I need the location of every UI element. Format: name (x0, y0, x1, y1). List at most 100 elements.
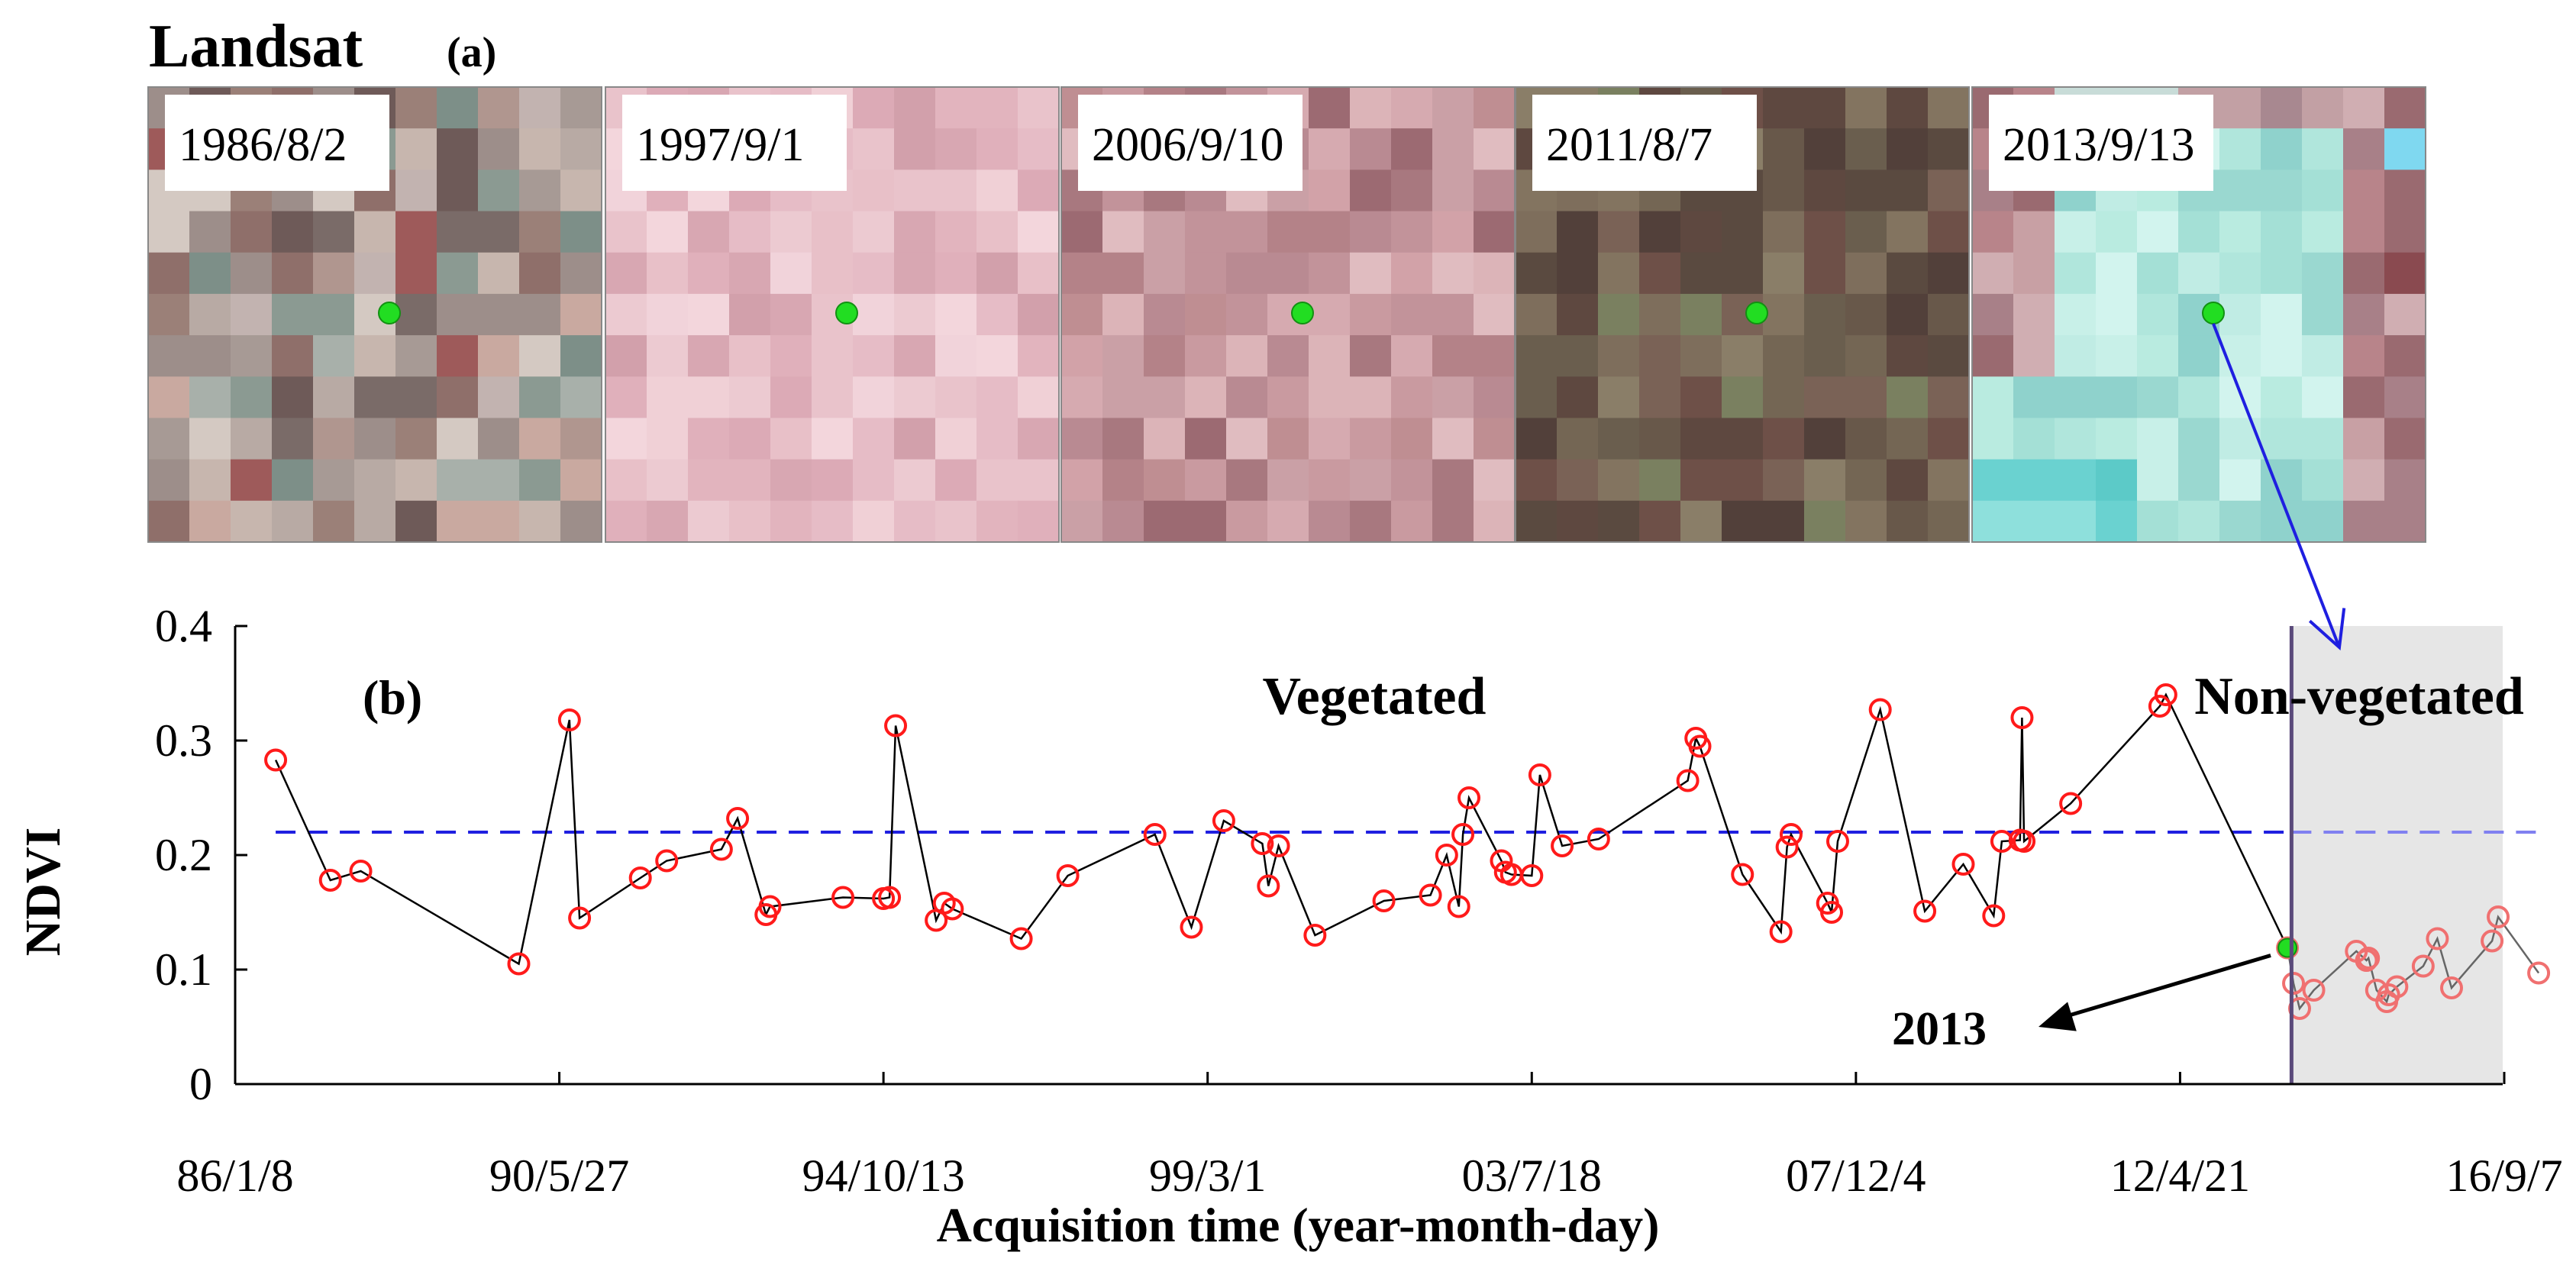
image-pixel (560, 418, 602, 460)
date-label-box (1078, 95, 1303, 191)
image-pixel (2178, 418, 2220, 460)
image-pixel (1804, 87, 1846, 129)
image-pixel (519, 87, 561, 129)
image-pixel (1018, 87, 1060, 129)
image-pixel (1845, 335, 1887, 377)
image-pixel (2302, 459, 2344, 502)
image-pixel (1018, 211, 1060, 253)
image-pixel (1887, 418, 1929, 460)
image-pixel (519, 293, 561, 336)
image-pixel (2055, 252, 2097, 295)
data-point-vegetated (1528, 763, 1551, 786)
image-pixel (1972, 500, 2014, 543)
image-pixel (231, 500, 273, 543)
image-pixel (1928, 211, 1970, 253)
image-pixel (519, 418, 561, 460)
data-point-vegetated (1731, 863, 1754, 886)
data-point-vegetated (507, 952, 531, 976)
image-pixel (1309, 376, 1351, 419)
panel-a-title: Landsat (149, 13, 363, 80)
image-pixel (1516, 500, 1558, 543)
data-point-vegetated (1009, 927, 1033, 950)
image-pixel (2384, 335, 2426, 377)
image-pixel (935, 418, 977, 460)
image-pixel (231, 376, 273, 419)
image-pixel (853, 376, 895, 419)
image-pixel (1102, 500, 1144, 543)
y-tick-label: 0.1 (155, 944, 212, 995)
image-pixel (1226, 418, 1268, 460)
data-point-vegetated (1820, 901, 1844, 924)
image-pixel (1972, 459, 2014, 502)
image-pixel (1639, 252, 1681, 295)
image-pixel (148, 211, 190, 253)
image-pixel (1102, 376, 1144, 419)
image-pixel (1639, 500, 1681, 543)
image-pixel (1391, 418, 1433, 460)
image-pixel (272, 376, 314, 419)
image-pixel (1018, 252, 1060, 295)
image-pixel (2219, 459, 2261, 502)
image-pixel (647, 335, 689, 377)
highlight-point-2013 (2277, 938, 2298, 958)
image-pixel (1763, 169, 1805, 212)
image-pixel (1928, 169, 1970, 212)
image-pixel (189, 376, 231, 419)
image-pixel (1144, 211, 1186, 253)
landsat-image: 2006/9/10 (1060, 86, 1516, 543)
image-pixel (1763, 252, 1805, 295)
image-pixel (1226, 335, 1268, 377)
image-pixel (1432, 293, 1474, 336)
image-pixel (2055, 376, 2097, 419)
image-pixel (1018, 169, 1060, 212)
y-tick-label: 0.4 (155, 601, 212, 651)
data-point-non-vegetated (2385, 975, 2409, 999)
image-pixel (1267, 252, 1309, 295)
image-pixel (2013, 376, 2055, 419)
data-point-vegetated (1982, 904, 2006, 928)
x-tick-label: 99/3/1 (1149, 1151, 1266, 1201)
image-pixel (1391, 293, 1433, 336)
image-pixel (1763, 376, 1805, 419)
image-pixel (605, 459, 647, 502)
image-pixel (605, 252, 647, 295)
image-pixel (395, 87, 437, 129)
image-date-label: 1997/9/1 (636, 119, 804, 171)
panel-b-label: (b) (363, 670, 422, 725)
image-pixel (1722, 211, 1764, 253)
image-pixel (148, 252, 190, 295)
image-pixel (2055, 293, 2097, 336)
image-pixel (395, 169, 437, 212)
image-pixel (1432, 335, 1474, 377)
image-pixel (1226, 500, 1268, 543)
data-point-vegetated (2148, 695, 2171, 718)
image-pixel (1887, 335, 1929, 377)
image-pixel (976, 459, 1018, 502)
image-pixel (1887, 211, 1929, 253)
image-pixel (2343, 252, 2385, 295)
image-pixel (1598, 211, 1640, 253)
image-pixel (894, 459, 936, 502)
data-point-vegetated (1056, 864, 1080, 887)
image-pixel (935, 500, 977, 543)
image-pixel (1018, 500, 1060, 543)
data-point-vegetated (1990, 830, 2013, 853)
image-pixel (148, 418, 190, 460)
image-date-label: 2006/9/10 (1092, 119, 1283, 171)
image-pixel (688, 335, 730, 377)
image-pixel (1516, 335, 1558, 377)
image-pixel (2178, 335, 2220, 377)
image-pixel (1474, 500, 1516, 543)
data-point-non-vegetated (2426, 927, 2449, 950)
image-pixel (2343, 169, 2385, 212)
image-pixel (1928, 335, 1970, 377)
data-point-vegetated (1913, 899, 1937, 923)
image-pixel (647, 211, 689, 253)
data-point-vegetated (264, 748, 288, 772)
image-pixel (1309, 293, 1351, 336)
image-pixel (1887, 128, 1929, 170)
data-point-non-vegetated (2527, 961, 2551, 985)
data-point-vegetated (1769, 920, 1793, 944)
image-pixel (688, 293, 730, 336)
image-pixel (729, 335, 771, 377)
